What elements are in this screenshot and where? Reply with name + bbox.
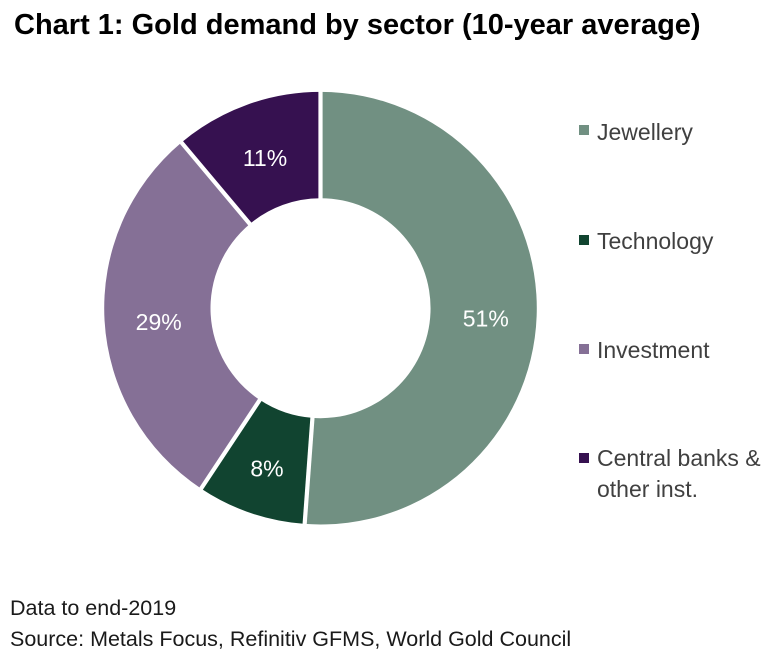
svg-text:29%: 29% <box>136 309 182 335</box>
svg-text:8%: 8% <box>250 456 283 482</box>
svg-text:51%: 51% <box>463 305 509 331</box>
svg-text:11%: 11% <box>243 145 287 171</box>
